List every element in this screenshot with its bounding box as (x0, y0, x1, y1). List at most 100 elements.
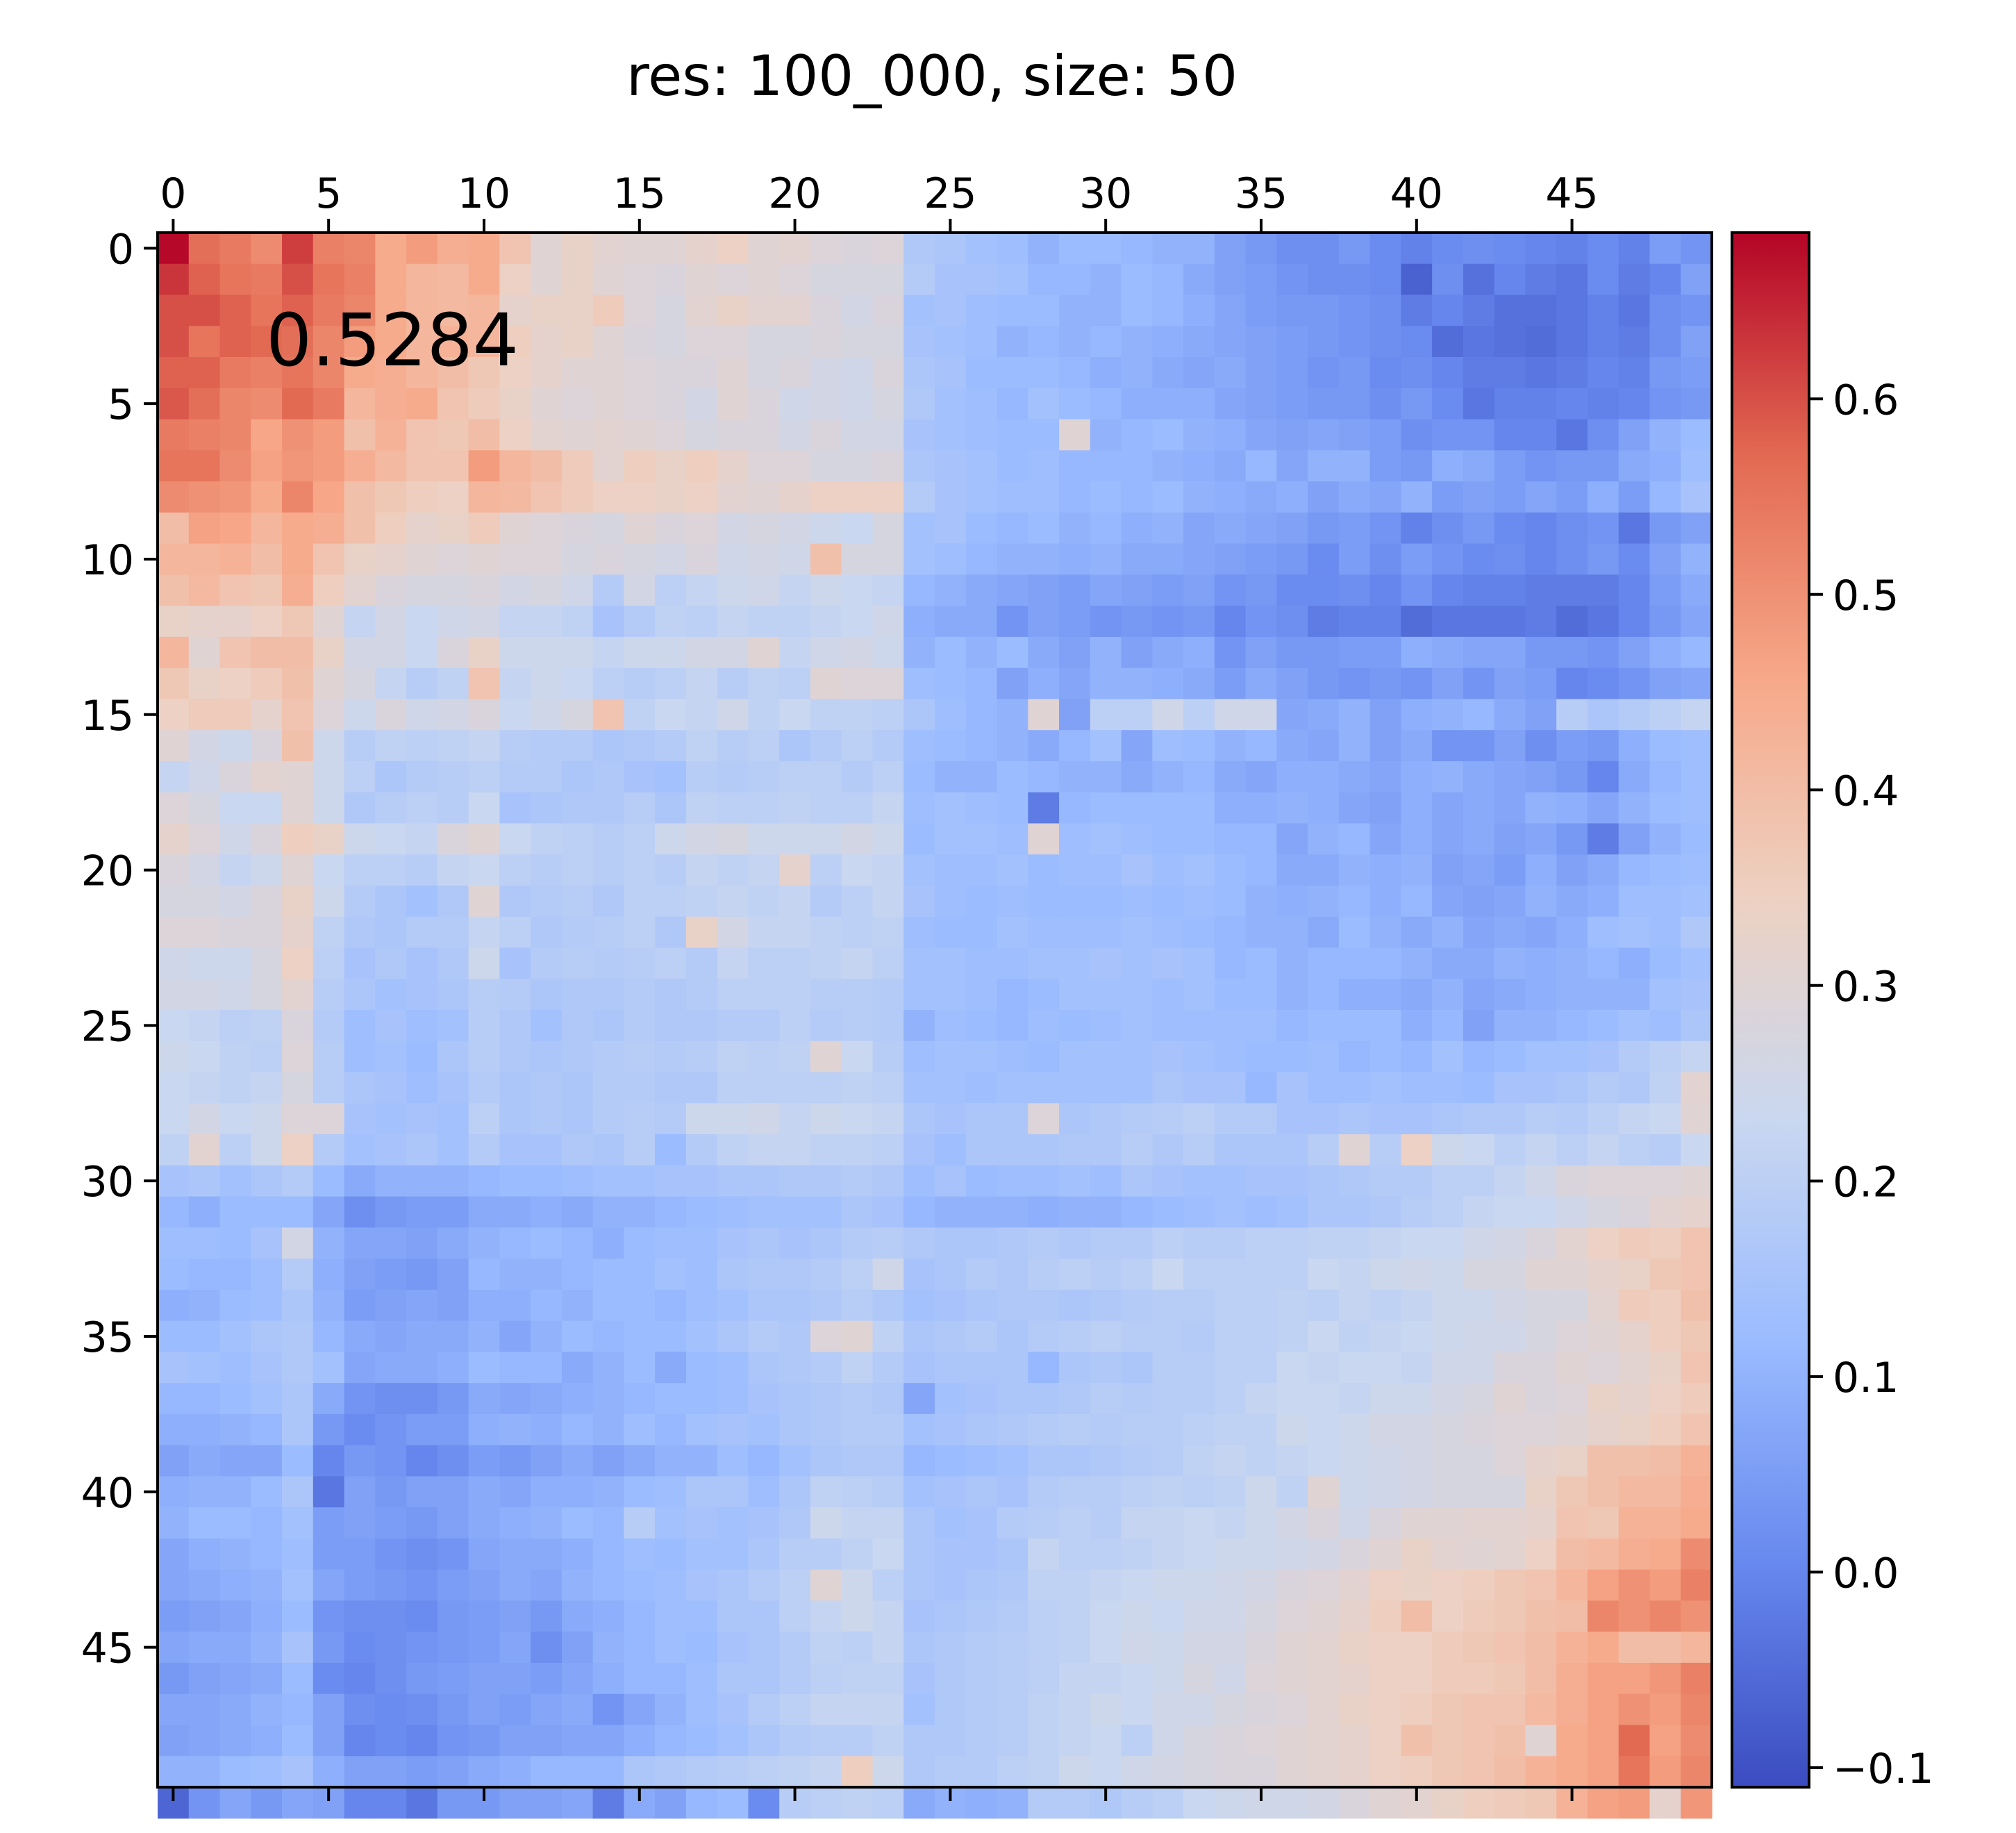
heatmap-cell (624, 1165, 656, 1197)
heatmap-cell (903, 388, 935, 420)
heatmap-cell (841, 1320, 874, 1352)
heatmap-cell (872, 1725, 904, 1757)
heatmap-cell (158, 481, 190, 513)
heatmap-cell (1432, 1632, 1464, 1664)
heatmap-cell (1618, 1413, 1651, 1446)
heatmap-cell (1618, 1103, 1651, 1135)
heatmap-cell (935, 947, 967, 979)
heatmap-cell (251, 1662, 283, 1695)
heatmap-cell (810, 1725, 842, 1757)
heatmap-cell (717, 1103, 749, 1135)
heatmap-cell (592, 1383, 624, 1415)
heatmap-cell (468, 1507, 500, 1539)
heatmap-cell (1681, 1632, 1713, 1664)
heatmap-cell (188, 512, 221, 545)
heatmap-cell (531, 606, 563, 638)
heatmap-cell (997, 1445, 1028, 1477)
heatmap-cell (685, 1445, 718, 1477)
heatmap-cell (468, 979, 500, 1011)
heatmap-cell (1121, 1632, 1153, 1664)
heatmap-cell (188, 1632, 221, 1664)
heatmap-cell (717, 1538, 749, 1570)
heatmap-cell (1587, 1196, 1619, 1228)
heatmap-cell (841, 543, 874, 575)
heatmap-cell (499, 1352, 531, 1384)
heatmap-cell (655, 1103, 687, 1135)
heatmap-cell (251, 1507, 283, 1539)
heatmap-cell (344, 916, 376, 949)
heatmap-cell (748, 481, 780, 513)
heatmap-cell (997, 1259, 1028, 1291)
heatmap-cell (1618, 1259, 1651, 1291)
heatmap-cell (810, 730, 842, 762)
heatmap-cell (655, 885, 687, 918)
heatmap-cell (406, 1662, 438, 1695)
heatmap-cell (1618, 1134, 1651, 1166)
heatmap-cell (531, 1352, 563, 1384)
heatmap-cell (935, 1103, 967, 1135)
heatmap-cell (282, 450, 314, 482)
heatmap-cell (810, 1662, 842, 1695)
heatmap-cell (810, 388, 842, 420)
heatmap-cell (1649, 388, 1681, 420)
heatmap-cell (872, 1165, 904, 1197)
heatmap-cell (810, 574, 842, 606)
heatmap-cell (313, 263, 345, 296)
heatmap-cell (1587, 979, 1619, 1011)
heatmap-cell (313, 450, 345, 482)
heatmap-cell (935, 854, 967, 886)
heatmap-cell (1494, 1259, 1526, 1291)
heatmap-cell (219, 574, 251, 606)
heatmap-cell (1618, 1352, 1651, 1384)
heatmap-cell (499, 1693, 531, 1726)
heatmap-cell (592, 979, 624, 1011)
heatmap-cell (1681, 233, 1713, 265)
heatmap-cell (1028, 1445, 1060, 1477)
heatmap-cell (251, 1196, 283, 1228)
heatmap-cell (935, 916, 967, 949)
heatmap-cell (282, 1072, 314, 1104)
heatmap-cell (1681, 1196, 1713, 1228)
heatmap-cell (592, 1632, 624, 1664)
heatmap-cell (592, 1072, 624, 1104)
heatmap-cell (1028, 823, 1060, 855)
heatmap-cell (1121, 699, 1153, 731)
heatmap-cell (344, 1320, 376, 1352)
heatmap-cell (1152, 1352, 1184, 1384)
heatmap-cell (748, 979, 780, 1011)
heatmap-cell (531, 1040, 563, 1073)
heatmap-cell (1463, 450, 1495, 482)
plot-frame (156, 231, 1713, 1789)
heatmap-cell (1338, 388, 1371, 420)
heatmap-cell (1308, 1725, 1340, 1757)
heatmap-cell (1028, 1134, 1060, 1166)
heatmap-cell (872, 947, 904, 979)
heatmap-cell (375, 1413, 407, 1446)
heatmap-cell (1152, 1569, 1184, 1602)
heatmap-cell (251, 636, 283, 669)
heatmap-cell (1649, 1289, 1681, 1322)
heatmap-cell (437, 1289, 469, 1322)
heatmap-cell (561, 730, 594, 762)
heatmap-cell (997, 1072, 1028, 1104)
heatmap-cell (344, 1662, 376, 1695)
heatmap-cell (1059, 1289, 1091, 1322)
heatmap-cell (1245, 636, 1277, 669)
heatmap-cell (1276, 699, 1308, 731)
heatmap-cell (592, 1787, 624, 1819)
heatmap-cell (965, 606, 998, 638)
heatmap-cell (592, 1507, 624, 1539)
heatmap-cell (1183, 1040, 1215, 1073)
heatmap-cell (1028, 1600, 1060, 1632)
heatmap-cell (1338, 326, 1371, 358)
heatmap-cell (1090, 606, 1122, 638)
heatmap-cell (251, 1413, 283, 1446)
heatmap-cell (375, 1010, 407, 1042)
heatmap-cell (1214, 1040, 1247, 1073)
heatmap-cell (188, 979, 221, 1011)
heatmap-cell (1463, 823, 1495, 855)
heatmap-cell (1463, 1040, 1495, 1073)
heatmap-cell (1587, 1693, 1619, 1726)
heatmap-cell (499, 667, 531, 699)
heatmap-cell (1401, 1040, 1433, 1073)
